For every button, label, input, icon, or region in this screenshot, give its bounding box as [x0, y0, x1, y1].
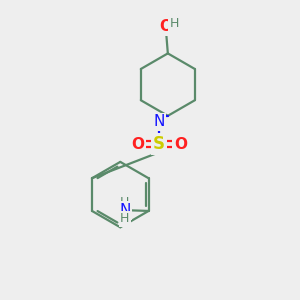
Text: N: N	[119, 203, 130, 218]
Text: N: N	[153, 114, 165, 129]
Text: O: O	[131, 136, 144, 152]
Text: O: O	[159, 19, 172, 34]
Text: O: O	[174, 136, 187, 152]
Text: S: S	[153, 135, 165, 153]
Text: H: H	[120, 212, 130, 225]
Text: H: H	[120, 196, 130, 208]
Text: H: H	[170, 17, 179, 30]
